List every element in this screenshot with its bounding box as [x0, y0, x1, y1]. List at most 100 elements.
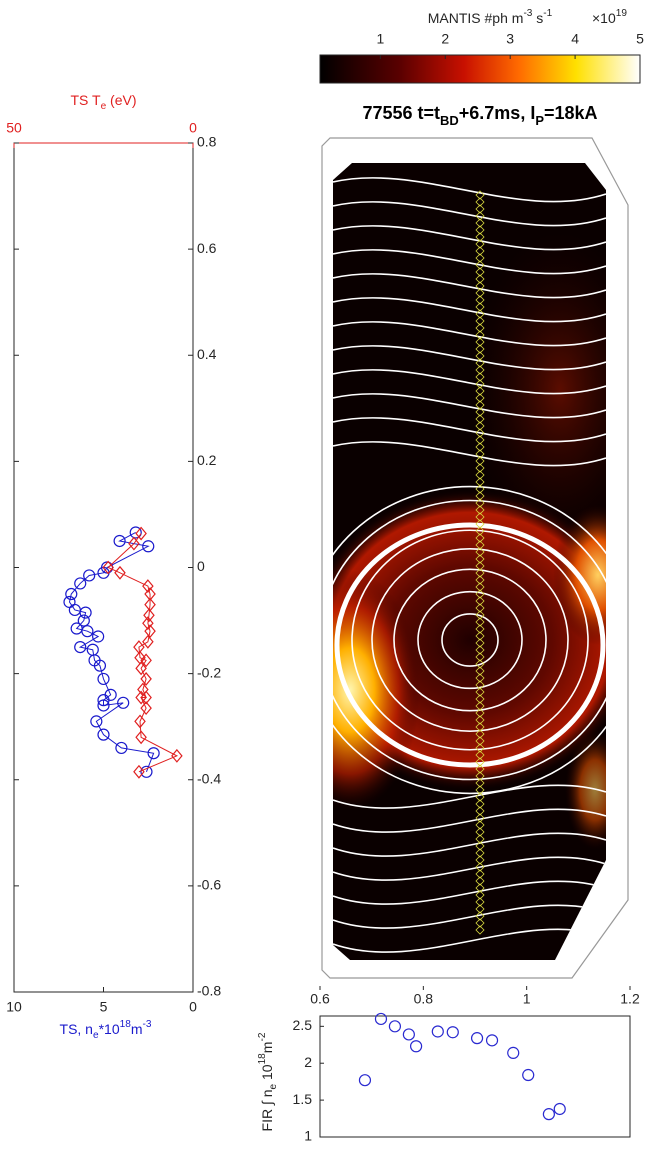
x-tick-label: 5 — [100, 999, 108, 1015]
ts-chord — [475, 841, 485, 851]
ts-chord — [475, 232, 485, 242]
ts-chord — [475, 687, 485, 697]
colorbar-label-part: MANTIS #ph m — [428, 10, 524, 26]
ts-chord — [475, 351, 485, 361]
ts-chord — [475, 505, 485, 515]
ts-chord — [475, 603, 485, 613]
x-tick-label: 1 — [523, 991, 531, 1007]
data-point — [142, 540, 155, 553]
ts-chord — [475, 365, 485, 375]
colorbar-scale: ×1019 — [592, 8, 627, 26]
y-tick-label: 0.8 — [197, 134, 217, 150]
data-point — [374, 1012, 388, 1026]
data-point — [117, 696, 130, 709]
x-axis-label-part: e — [93, 1030, 99, 1041]
ts-chord — [475, 855, 485, 865]
ts-chord — [475, 386, 485, 396]
data-point — [97, 694, 110, 707]
ts-chord — [475, 701, 485, 711]
ts-chord — [475, 379, 485, 389]
colorbar-label-part: -3 — [523, 8, 532, 19]
ts-chord — [475, 484, 485, 494]
data-point — [74, 640, 87, 654]
data-point — [97, 728, 110, 741]
x-axis-label-part: *10 — [99, 1021, 120, 1037]
colorbar-scale-part: 19 — [616, 8, 628, 19]
ts-chord — [475, 582, 485, 592]
ts-chord — [475, 659, 485, 669]
flux-contour — [333, 808, 606, 833]
y-tick-label: -0.4 — [197, 770, 221, 786]
ts-chord — [475, 267, 485, 277]
ts-chord — [475, 799, 485, 809]
ts-chord — [475, 694, 485, 704]
ts-chord — [475, 750, 485, 760]
flux-contour — [333, 417, 606, 443]
separatrix — [334, 522, 606, 768]
panel-title: 77556 t=tBD+6.7ms, IP=18kA — [362, 103, 597, 128]
y-tick-label: -0.8 — [197, 983, 221, 999]
ts-chord — [475, 470, 485, 480]
y-tick-label: 0.2 — [197, 452, 217, 468]
ts-chord — [475, 806, 485, 816]
ts-chord — [475, 638, 485, 648]
data-point — [522, 1068, 535, 1082]
panel-title-part: =18kA — [544, 103, 598, 123]
ts-chord — [475, 764, 485, 774]
ts-chord — [475, 239, 485, 249]
panel-title-part: +6.7ms, I — [459, 103, 536, 123]
data-point — [142, 616, 154, 631]
ts-chord — [475, 330, 485, 340]
y-axis-label-part: e — [268, 1083, 279, 1089]
data-point — [140, 701, 152, 716]
flux-contour — [333, 499, 606, 781]
y-tick-label: 0.6 — [197, 240, 217, 256]
ts-chord — [475, 680, 485, 690]
data-point — [507, 1046, 520, 1059]
data-point — [410, 1040, 423, 1053]
y-axis-label-part: -2 — [257, 1032, 268, 1041]
ts-chord — [475, 631, 485, 641]
ts-chord — [475, 652, 485, 662]
ts-chord — [475, 302, 485, 312]
emission-image — [333, 163, 606, 960]
ts-chord — [475, 771, 485, 781]
ts-chord — [475, 869, 485, 879]
data-point — [114, 565, 126, 580]
data-point — [140, 765, 153, 778]
data-point — [113, 534, 126, 548]
x-axis-label-part: -3 — [143, 1019, 152, 1030]
data-point — [135, 661, 147, 676]
y-tick-label: 1 — [304, 1128, 312, 1144]
data-point — [77, 614, 90, 627]
colorbar-tick-label: 5 — [636, 31, 644, 47]
data-point — [142, 634, 154, 649]
ts-chord — [475, 309, 485, 319]
ts-chord — [475, 596, 485, 606]
ts-chord — [475, 876, 485, 886]
ts-chord — [475, 897, 485, 907]
data-point — [171, 748, 183, 763]
y-tick-label: 0.4 — [197, 346, 217, 362]
data-point — [135, 690, 147, 705]
data-point — [140, 690, 152, 705]
ts-chord — [475, 862, 485, 872]
ts-chord — [475, 225, 485, 235]
series-line — [68, 532, 155, 772]
flux-contour — [333, 321, 606, 347]
ts-chord — [475, 400, 485, 410]
ts-chord — [475, 197, 485, 207]
ts-chord — [475, 435, 485, 445]
y-tick-label: 0 — [197, 558, 205, 574]
colorbar-tick-label: 1 — [376, 31, 384, 47]
ts-chord — [475, 834, 485, 844]
data-point — [135, 730, 147, 745]
flux-contour — [333, 273, 606, 299]
x2-tick-label: 0 — [189, 120, 197, 136]
ts-chord — [475, 785, 485, 795]
flux-contour — [333, 369, 606, 395]
data-point — [129, 526, 142, 539]
ts-chord — [475, 827, 485, 837]
ts-chord — [475, 477, 485, 487]
y-axis-label-part: FIR ∫ n — [259, 1089, 275, 1131]
